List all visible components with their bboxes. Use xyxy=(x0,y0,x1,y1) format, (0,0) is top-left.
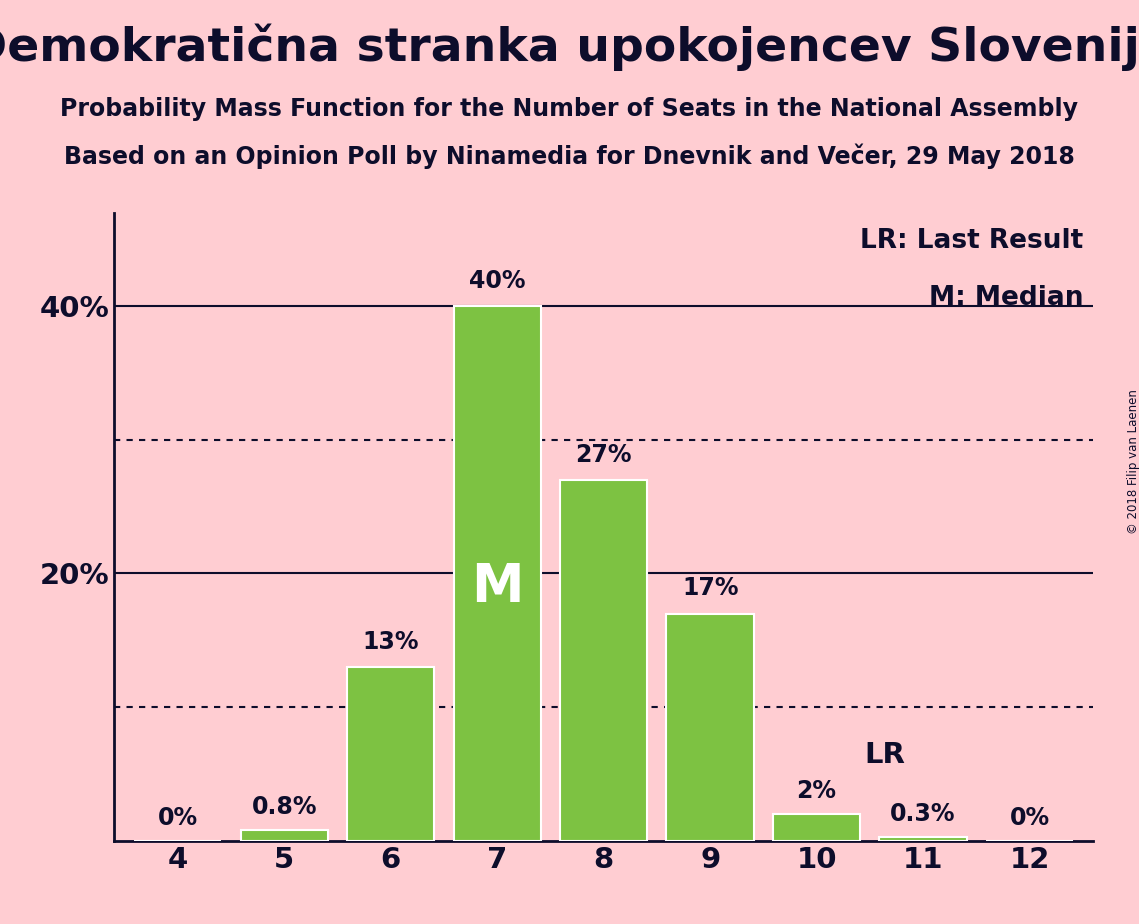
Text: 17%: 17% xyxy=(682,577,738,601)
Text: 0%: 0% xyxy=(157,806,198,830)
Bar xyxy=(453,306,541,841)
Text: 0%: 0% xyxy=(1009,806,1050,830)
Bar xyxy=(347,667,434,841)
Text: 27%: 27% xyxy=(575,443,632,467)
Text: © 2018 Filip van Laenen: © 2018 Filip van Laenen xyxy=(1126,390,1139,534)
Text: Based on an Opinion Poll by Ninamedia for Dnevnik and Večer, 29 May 2018: Based on an Opinion Poll by Ninamedia fo… xyxy=(64,143,1075,169)
Bar xyxy=(666,614,754,841)
Text: LR: Last Result: LR: Last Result xyxy=(860,228,1083,254)
Text: M: Median: M: Median xyxy=(929,285,1083,310)
Text: 0.3%: 0.3% xyxy=(891,802,956,826)
Text: 40%: 40% xyxy=(469,269,525,293)
Text: 0.8%: 0.8% xyxy=(252,796,317,820)
Text: M: M xyxy=(470,561,524,613)
Bar xyxy=(879,837,967,841)
Text: LR: LR xyxy=(865,740,906,769)
Text: Demokratična stranka upokojencev Slovenije: Demokratična stranka upokojencev Sloveni… xyxy=(0,23,1139,70)
Bar xyxy=(240,830,328,841)
Bar xyxy=(560,480,647,841)
Text: 13%: 13% xyxy=(362,629,419,653)
Bar xyxy=(773,814,860,841)
Text: Probability Mass Function for the Number of Seats in the National Assembly: Probability Mass Function for the Number… xyxy=(60,97,1079,121)
Text: 2%: 2% xyxy=(796,780,837,803)
